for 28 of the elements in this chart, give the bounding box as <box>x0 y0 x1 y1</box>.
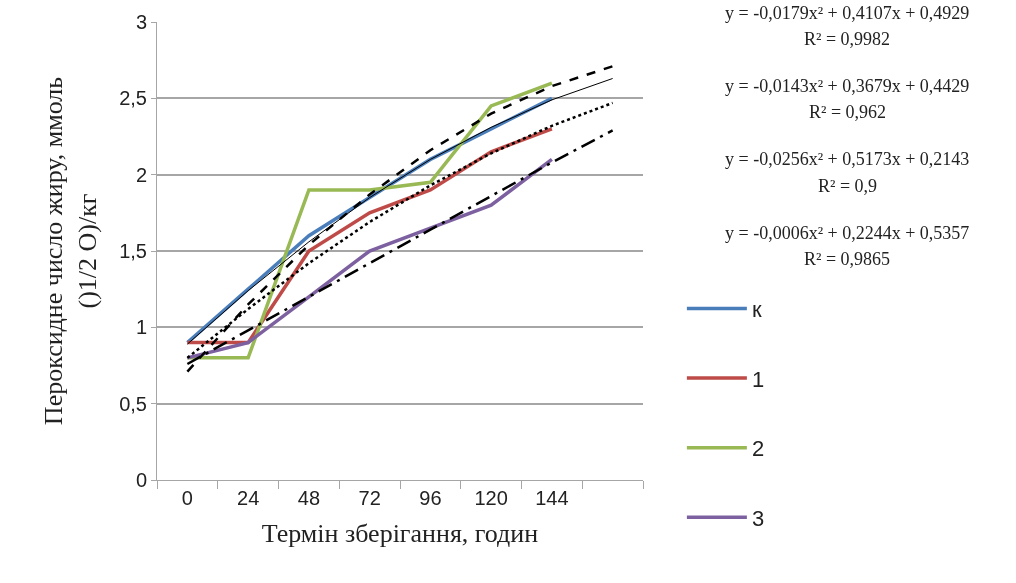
text: R² = 0,9 <box>818 176 878 196</box>
y-axis-title: Пероксидне число жиру, ммоль ()1/2 O)/кг <box>38 76 102 426</box>
text: R² = 0,9982 <box>804 29 891 49</box>
text: y = -0,0006x² + 0,2244x + 0,5357 <box>725 223 970 243</box>
x-axis-title: Термін зберігання, годин <box>261 518 539 548</box>
text: y = -0,0256x² + 0,5173x + 0,2143 <box>725 149 970 169</box>
legend-label: 1 <box>751 366 765 392</box>
y-tick-label: 3 <box>135 11 147 33</box>
y-tick-label: 2,5 <box>119 87 147 110</box>
x-tick-label: 72 <box>358 487 381 509</box>
legend-label: 2 <box>751 436 765 462</box>
x-tick-label: 0 <box>181 487 193 509</box>
legend-label: 3 <box>751 505 765 531</box>
y-tick-label: 2 <box>135 163 147 186</box>
y-tick-label: 1 <box>135 316 147 339</box>
text: y = -0,0143x² + 0,3679x + 0,4429 <box>725 76 970 96</box>
x-tick-label: 48 <box>297 487 321 509</box>
y-tick-label: 1,5 <box>119 240 147 262</box>
text: R² = 0,962 <box>809 102 887 122</box>
x-tick-label: 96 <box>419 487 442 509</box>
x-tick-label: 120 <box>474 487 508 509</box>
text: y = -0,0179x² + 0,4107x + 0,4929 <box>725 3 970 23</box>
legend-label: к <box>751 297 762 323</box>
x-tick-label: 24 <box>237 487 260 509</box>
y-tick-label: 0 <box>135 469 147 491</box>
x-tick-label: 144 <box>535 487 569 509</box>
y-tick-label: 0,5 <box>119 392 147 415</box>
text: R² = 0,9865 <box>804 249 891 269</box>
